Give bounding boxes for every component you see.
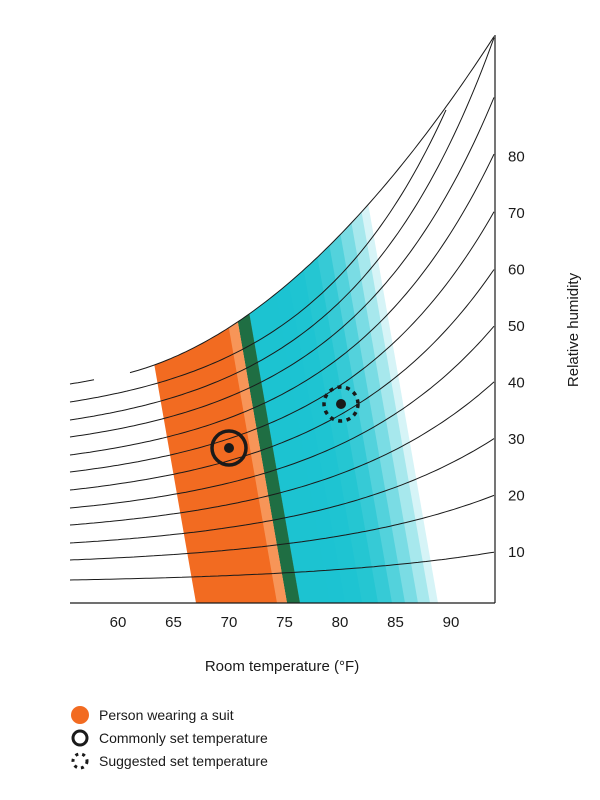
rh-tick-label: 60 [508,262,525,279]
rh-tick-label: 30 [508,431,525,448]
rh-tick-label: 20 [508,488,525,505]
orange-dot-icon [70,705,90,725]
humidity-curve [69,325,495,509]
x-tick-label: 65 [165,614,182,631]
legend-label-suit: Person wearing a suit [99,706,234,723]
x-tick-label: 70 [221,614,238,631]
humidity-curve [69,211,495,473]
x-tick-label: 75 [276,614,293,631]
x-axis-title: Room temperature (°F) [205,658,359,675]
humidity-curve [69,551,495,581]
dashed-ring-icon [70,751,90,771]
humidity-curve [69,381,495,526]
humidity-curve [69,494,495,561]
rh-tick-label: 70 [508,205,525,222]
x-tick-label: 90 [443,614,460,631]
legend-item-suit: Person wearing a suit [70,703,510,726]
rh-tick-labels: 10 20 30 40 50 60 70 80 [508,149,525,562]
common-temp-dot [224,443,234,453]
suggested-temp-ring [322,385,360,423]
legend-item-common: Commonly set temperature [70,726,510,749]
solid-ring-icon [70,728,90,748]
comfort-zones [90,35,438,603]
saturation-curve [129,36,495,374]
legend-label-common: Commonly set temperature [99,729,268,746]
humidity-curve [69,109,447,403]
suit-zone-band [90,35,287,603]
humidity-curve [69,97,495,438]
humidity-curve [69,269,495,491]
x-tick-label: 60 [110,614,127,631]
humidity-curves [69,36,495,581]
humidity-curve [69,379,95,385]
legend-label-suggested: Suggested set temperature [99,752,268,769]
rh-tick-label: 10 [508,544,525,561]
humidity-curve [69,37,495,421]
y-axis-title: Relative humidity [565,272,582,387]
x-tick-label: 80 [332,614,349,631]
rh-tick-label: 40 [508,375,525,392]
humidity-curve [69,438,495,544]
humidity-curve [69,153,495,456]
legend: Person wearing a suit Commonly set tempe… [70,703,510,772]
suggested-temp-dot [336,399,346,409]
x-tick-label: 85 [387,614,404,631]
x-tick-labels: 60 65 70 75 80 85 90 [110,614,460,631]
rh-tick-label: 80 [508,149,525,166]
common-temp-ring [210,429,248,467]
rh-tick-label: 50 [508,318,525,335]
markers [210,385,360,467]
legend-item-suggested: Suggested set temperature [70,749,510,772]
